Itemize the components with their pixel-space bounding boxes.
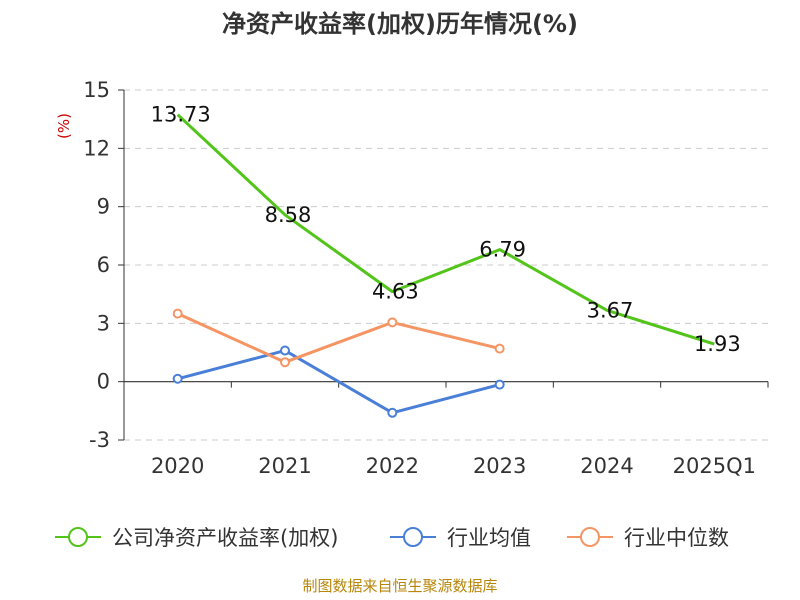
data-label: 13.73 xyxy=(151,103,211,127)
series-line xyxy=(176,113,715,346)
x-tick-label: 2020 xyxy=(151,454,204,478)
series-point xyxy=(280,357,290,368)
series-point xyxy=(172,373,183,384)
y-tick-label: 9 xyxy=(97,195,110,219)
chart-title: 净资产收益率(加权)历年情况(%) xyxy=(222,10,578,38)
legend-item: 行业中位数 xyxy=(567,526,729,550)
legend-item: 行业均值 xyxy=(390,526,531,550)
x-tick-label: 2025Q1 xyxy=(673,454,756,478)
y-tick-label: 3 xyxy=(97,311,110,335)
grid-lines xyxy=(124,89,768,441)
x-tick-label: 2021 xyxy=(258,454,311,478)
series-line xyxy=(177,349,501,415)
series-point xyxy=(494,343,505,354)
y-tick-label: 12 xyxy=(83,136,110,160)
series-line xyxy=(177,312,501,364)
data-label: 1.93 xyxy=(694,332,741,356)
y-tick-label: 0 xyxy=(97,370,110,394)
axes: -3 0 3 6 9 12 15 2020 2021 2022 2023 2024 2025Q1 xyxy=(83,78,769,478)
legend: 公司净资产收益率(加权) 行业均值 行业中位数 xyxy=(55,526,729,550)
legend-swatch-marker xyxy=(68,527,88,547)
x-tick-label: 2023 xyxy=(473,454,526,478)
x-tick-label: 2022 xyxy=(366,454,419,478)
data-label: 8.58 xyxy=(265,203,312,227)
legend-swatch-marker xyxy=(580,527,600,547)
series-point xyxy=(172,308,183,319)
series-group xyxy=(172,113,715,418)
source-note: 制图数据来自恒生聚源数据库 xyxy=(302,577,497,595)
legend-label: 公司净资产收益率(加权) xyxy=(112,526,338,550)
data-labels: 13.73 8.58 4.63 6.79 3.67 1.93 xyxy=(151,103,741,356)
data-label: 6.79 xyxy=(479,238,526,262)
y-tick-label: 15 xyxy=(83,78,110,102)
y-tick-label: -3 xyxy=(89,428,110,452)
series-point xyxy=(387,317,398,328)
legend-label: 行业均值 xyxy=(447,526,531,550)
data-label: 3.67 xyxy=(587,298,634,322)
legend-label: 行业中位数 xyxy=(624,526,729,550)
series-point xyxy=(280,345,290,356)
y-axis-label: (%) xyxy=(55,113,73,139)
legend-swatch-marker xyxy=(403,527,423,547)
series-point xyxy=(494,379,505,390)
y-tick-label: 6 xyxy=(97,253,110,277)
x-tick-label: 2024 xyxy=(580,454,633,478)
data-label: 4.63 xyxy=(372,280,419,304)
series-point xyxy=(387,407,398,418)
legend-item: 公司净资产收益率(加权) xyxy=(55,526,338,550)
